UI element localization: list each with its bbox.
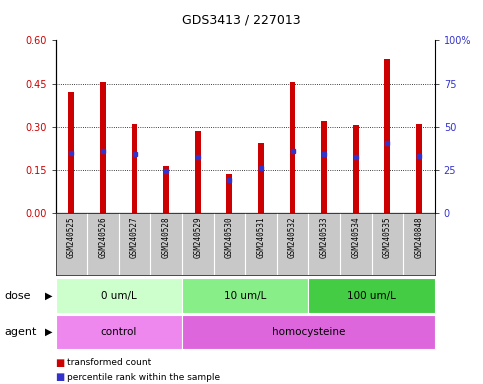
Text: control: control (100, 327, 137, 337)
Text: GSM240848: GSM240848 (414, 216, 424, 258)
Bar (69, 92, 74, 213)
Text: GSM240532: GSM240532 (288, 216, 297, 258)
Text: homocysteine: homocysteine (271, 327, 345, 337)
Text: GSM240535: GSM240535 (383, 216, 392, 258)
Bar (132, 124, 137, 213)
Text: 0 um/L: 0 um/L (101, 291, 137, 301)
Text: GSM240525: GSM240525 (67, 216, 76, 258)
Text: 100 um/L: 100 um/L (347, 291, 396, 301)
Text: 10 um/L: 10 um/L (224, 291, 266, 301)
Text: GSM240526: GSM240526 (99, 216, 107, 258)
Bar (163, 166, 169, 213)
Text: ■: ■ (56, 372, 65, 382)
Bar (56, 315, 182, 349)
Text: ▶: ▶ (44, 327, 52, 337)
Text: GSM240530: GSM240530 (225, 216, 234, 258)
Bar (100, 82, 106, 213)
Text: GDS3413 / 227013: GDS3413 / 227013 (182, 13, 301, 26)
Text: dose: dose (5, 291, 31, 301)
Bar (195, 131, 200, 213)
Text: GSM240527: GSM240527 (130, 216, 139, 258)
Text: agent: agent (5, 327, 37, 337)
Text: ▶: ▶ (44, 291, 52, 301)
Bar (258, 142, 264, 213)
Text: percentile rank within the sample: percentile rank within the sample (67, 372, 220, 382)
Bar (56, 278, 182, 313)
Bar (321, 121, 327, 213)
Text: ■: ■ (56, 358, 65, 368)
Bar (227, 174, 232, 213)
Bar (353, 125, 358, 213)
Bar (308, 278, 435, 313)
Bar (182, 278, 308, 313)
Bar (182, 315, 435, 349)
Bar (416, 124, 422, 213)
Text: GSM240534: GSM240534 (351, 216, 360, 258)
Text: transformed count: transformed count (67, 358, 151, 367)
Bar (384, 59, 390, 213)
Text: GSM240531: GSM240531 (256, 216, 266, 258)
Text: GSM240533: GSM240533 (320, 216, 328, 258)
Text: GSM240528: GSM240528 (162, 216, 170, 258)
Text: GSM240529: GSM240529 (193, 216, 202, 258)
Bar (290, 82, 296, 213)
